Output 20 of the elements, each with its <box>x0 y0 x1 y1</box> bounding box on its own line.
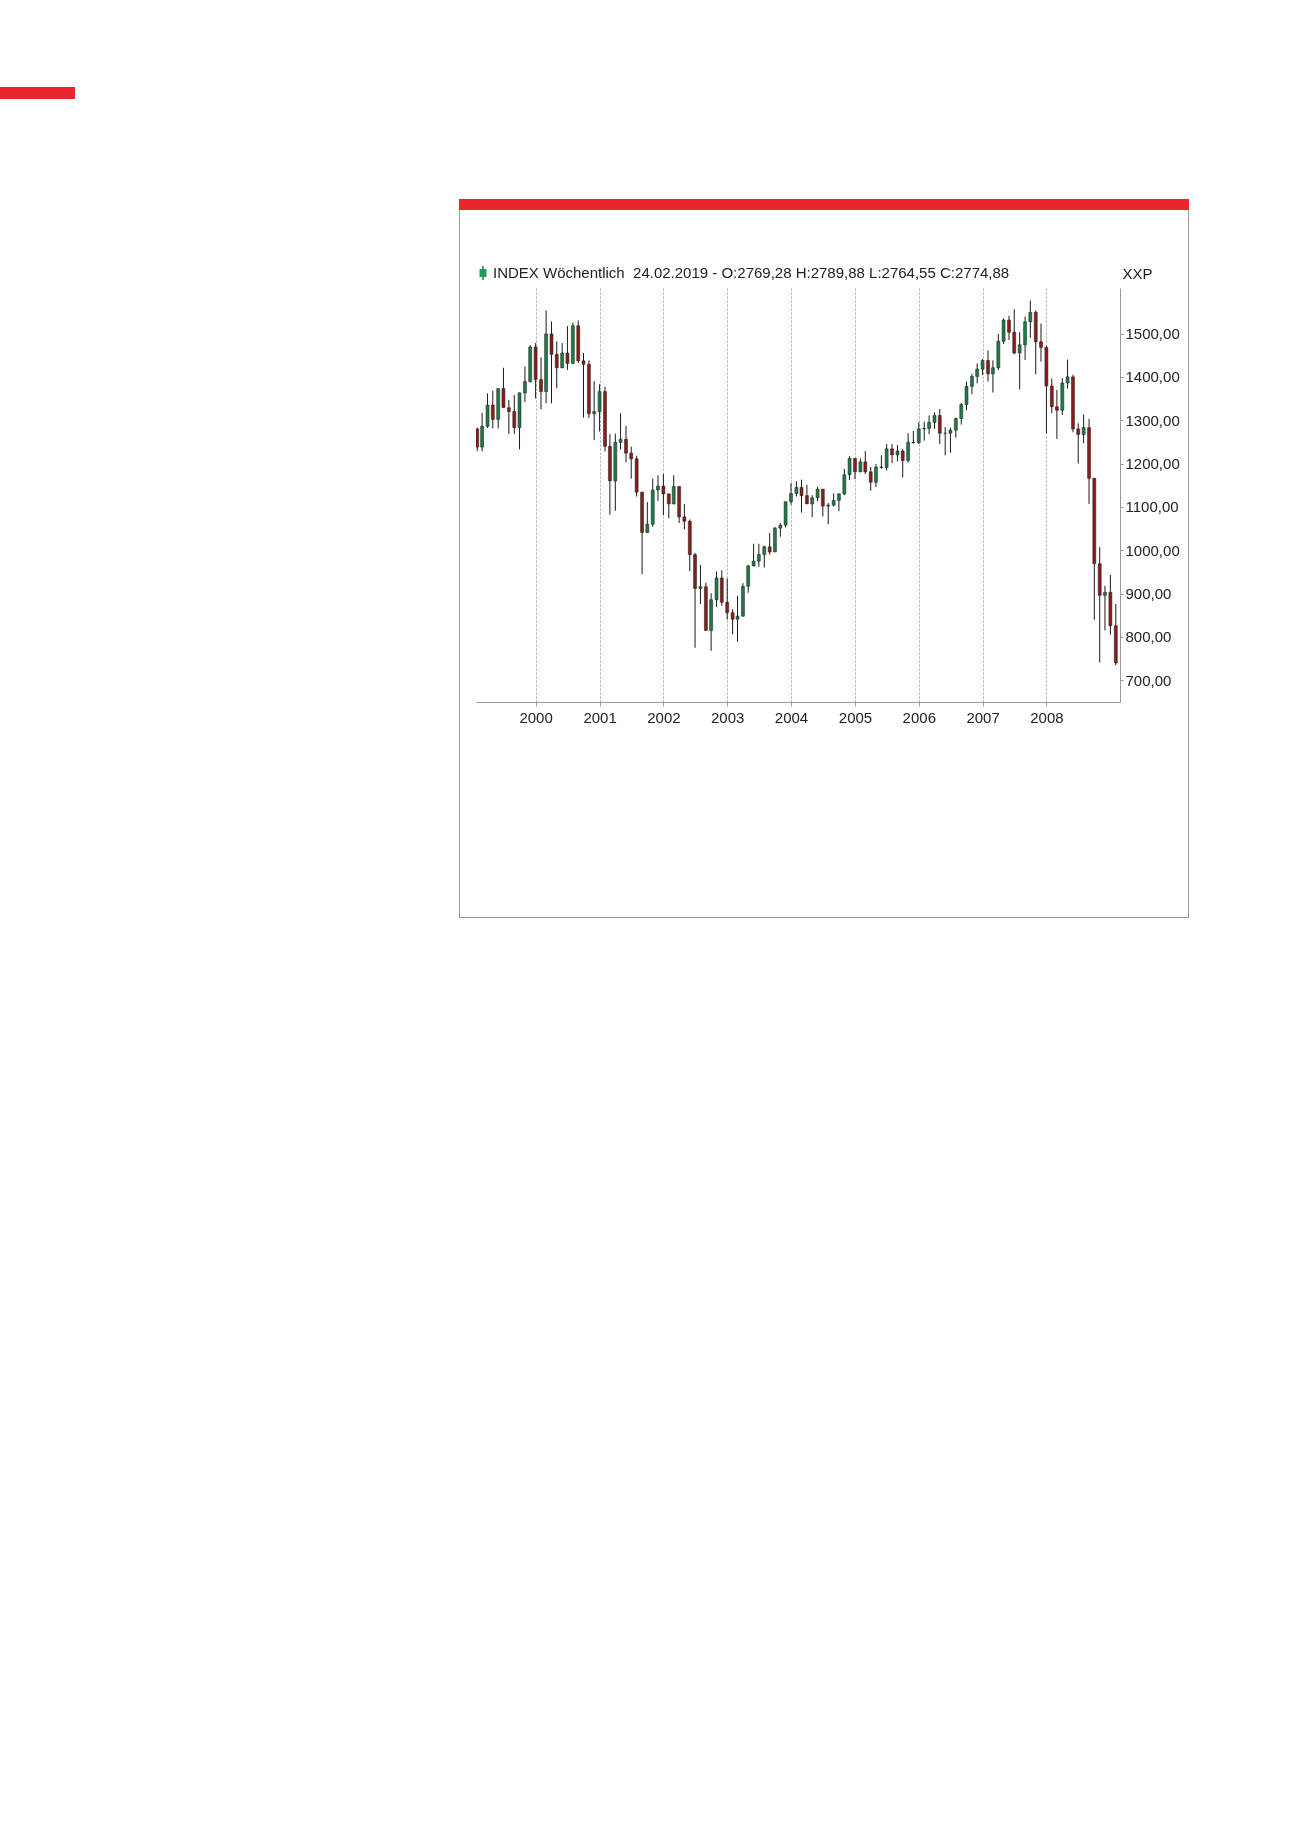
x-tick-label: 2002 <box>647 708 681 726</box>
y-tick-label: 1000,00 <box>1125 541 1180 559</box>
y-tick-label: 700,00 <box>1125 671 1172 689</box>
x-tick-label: 2004 <box>774 708 809 726</box>
y-tick-label: 900,00 <box>1125 585 1172 603</box>
y-tick-label: 800,00 <box>1125 628 1172 646</box>
chart-title: INDEX Wöchentlich 24.02.2019 - O:2769,28 H:2789,88 L:2764,55 C:2774,88 <box>493 264 1010 281</box>
y-tick-label: 1200,00 <box>1125 455 1180 473</box>
x-tick-label: 2000 <box>519 708 553 726</box>
y-axis-title: XXP <box>1122 264 1153 282</box>
x-tick-label: 2005 <box>838 708 873 726</box>
y-tick-label: 1400,00 <box>1125 368 1180 386</box>
x-tick-label: 2006 <box>902 708 936 726</box>
x-tick-label: 2007 <box>966 708 1000 726</box>
x-tick-label: 2008 <box>1030 708 1064 726</box>
x-tick-label: 2003 <box>711 708 745 726</box>
y-tick-label: 1300,00 <box>1125 411 1180 429</box>
y-tick-label: 1500,00 <box>1125 325 1180 343</box>
x-tick-label: 2001 <box>583 708 617 726</box>
y-tick-label: 1100,00 <box>1125 498 1179 516</box>
